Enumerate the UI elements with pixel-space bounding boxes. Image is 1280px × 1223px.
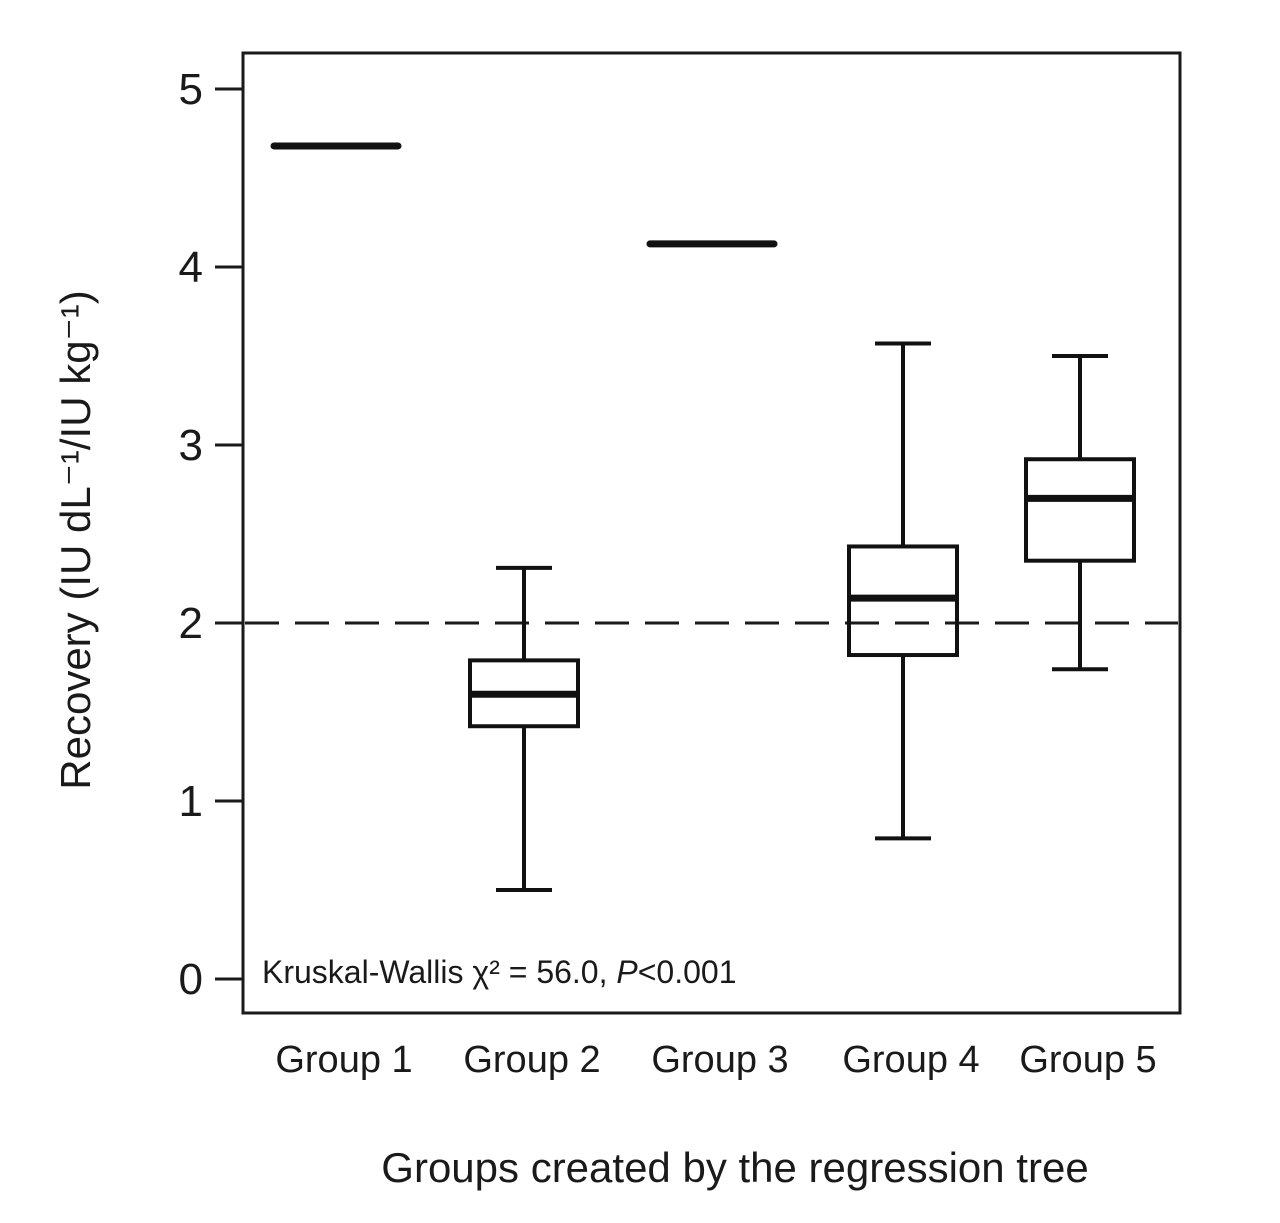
x-tick-label-5: Group 5 (1019, 1039, 1156, 1081)
y-tick-label-2: 2 (179, 599, 203, 648)
y-tick-label-1: 1 (179, 777, 203, 826)
kruskal-wallis-annotation: Kruskal-Wallis χ² = 56.0, P<0.001 (262, 954, 736, 990)
annotation-prefix: Kruskal-Wallis χ² = 56.0, (262, 954, 616, 990)
x-tick-label-1: Group 1 (275, 1039, 412, 1081)
box-group-5 (1024, 354, 1136, 672)
y-tick-label-0: 0 (179, 955, 203, 1004)
plot-frame (241, 51, 1182, 1015)
x-tick-label-3: Group 3 (651, 1039, 788, 1081)
annotation-p-value: <0.001 (638, 954, 737, 990)
y-axis: 0 1 2 3 4 5 (179, 65, 243, 1004)
y-tick-label-5: 5 (179, 65, 203, 114)
x-tick-label-2: Group 2 (463, 1039, 600, 1081)
annotation-p-symbol: P (616, 954, 638, 990)
y-tick-label-4: 4 (179, 243, 203, 292)
boxes-layer (270, 142, 1136, 892)
box-group-4 (847, 341, 959, 841)
x-axis-labels: Group 1 Group 2 Group 3 Group 4 Group 5 (275, 1039, 1156, 1081)
iqr-box-5 (1024, 457, 1136, 563)
y-axis-title: Recovery (IU dL⁻¹/IU kg⁻¹) (52, 290, 99, 789)
y-tick-label-3: 3 (179, 421, 203, 470)
x-tick-label-4: Group 4 (842, 1039, 979, 1081)
x-axis-title: Groups created by the regression tree (381, 1144, 1088, 1191)
box-group-2 (468, 565, 580, 892)
